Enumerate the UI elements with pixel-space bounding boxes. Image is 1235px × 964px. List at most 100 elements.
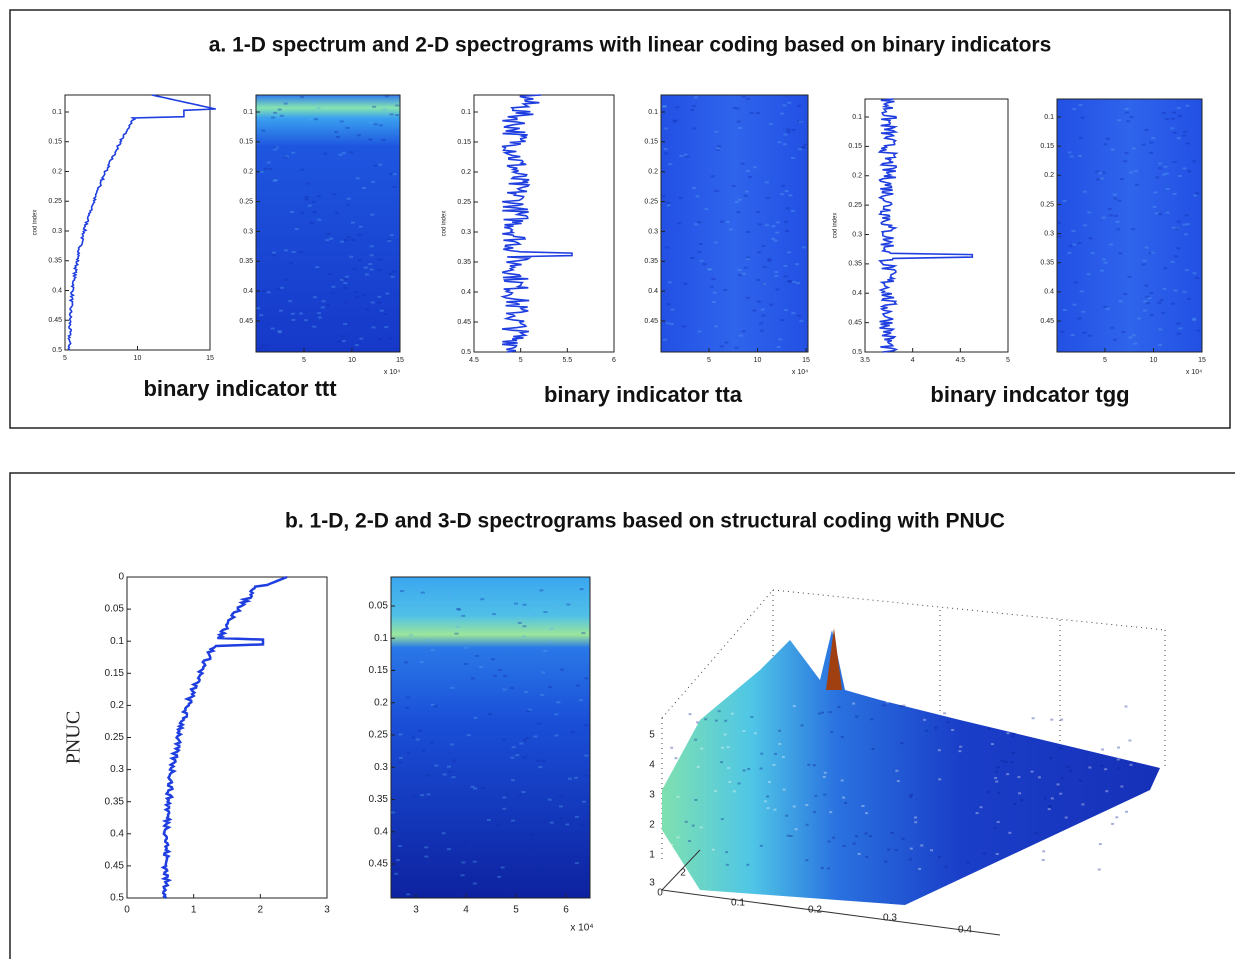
spectrum-curve	[67, 94, 216, 351]
texture	[666, 201, 671, 204]
x-tick-label: 0.2	[808, 905, 822, 916]
texture	[291, 318, 296, 321]
texture	[344, 275, 349, 278]
texture	[1011, 751, 1015, 754]
texture	[1097, 846, 1101, 849]
texture	[491, 613, 496, 616]
texture	[259, 170, 264, 173]
texture	[760, 752, 764, 755]
texture	[370, 213, 375, 216]
texture	[500, 866, 505, 869]
texture	[1124, 108, 1129, 111]
texture	[1182, 290, 1187, 293]
texture	[1087, 334, 1092, 337]
texture	[466, 734, 471, 737]
x-tick-label: 0.1	[731, 898, 745, 909]
texture	[865, 855, 869, 858]
texture	[526, 710, 531, 713]
texture	[737, 782, 741, 785]
texture	[397, 761, 402, 764]
texture	[543, 611, 548, 614]
texture	[446, 592, 451, 595]
texture	[704, 208, 709, 211]
texture	[272, 179, 277, 182]
caption: binary indicator tta	[544, 382, 743, 407]
texture	[830, 730, 834, 733]
texture	[786, 834, 790, 837]
texture	[283, 249, 288, 252]
texture	[257, 347, 262, 350]
texture	[533, 735, 538, 738]
texture	[832, 836, 836, 839]
texture	[713, 241, 718, 244]
texture	[1185, 104, 1190, 107]
texture	[581, 800, 586, 803]
texture	[554, 734, 559, 737]
texture	[317, 218, 322, 221]
texture	[1171, 111, 1176, 114]
texture	[1088, 766, 1092, 769]
texture	[1192, 317, 1197, 320]
panel-title: a. 1-D spectrum and 2-D spectrograms wit…	[209, 34, 1052, 57]
texture	[558, 794, 563, 797]
texture	[1018, 792, 1022, 795]
y-tick-label: 0.15	[369, 665, 389, 676]
y-tick-label: 0.3	[852, 231, 862, 238]
texture	[536, 722, 541, 725]
texture	[421, 749, 426, 752]
texture	[666, 204, 671, 207]
texture	[787, 280, 792, 283]
texture	[1134, 183, 1139, 186]
x-tick-label: 5	[519, 357, 523, 364]
texture	[1142, 309, 1147, 312]
texture	[558, 817, 563, 820]
texture	[725, 851, 729, 854]
texture	[882, 704, 886, 707]
texture	[817, 712, 821, 715]
y-tick-label: 0.35	[848, 261, 862, 268]
texture	[420, 794, 425, 797]
x-tick-label: 10	[754, 357, 762, 364]
texture	[284, 278, 289, 281]
texture	[1141, 263, 1146, 266]
texture	[343, 286, 348, 289]
x-tick-label: 3	[324, 905, 330, 916]
texture	[993, 827, 997, 830]
texture	[1138, 748, 1142, 751]
texture	[1004, 723, 1008, 726]
texture	[885, 701, 889, 704]
y-tick-label: 0.3	[1044, 230, 1054, 237]
texture	[368, 138, 373, 141]
texture	[792, 705, 796, 708]
texture	[1131, 334, 1136, 337]
texture	[1082, 331, 1087, 334]
texture	[923, 718, 927, 721]
texture	[398, 756, 403, 759]
texture	[331, 285, 336, 288]
texture	[1078, 137, 1083, 140]
texture	[501, 738, 506, 741]
texture	[1144, 129, 1149, 132]
texture	[1131, 858, 1135, 861]
panel-title: b. 1-D, 2-D and 3-D spectrograms based o…	[285, 510, 1005, 533]
texture	[1128, 735, 1132, 738]
texture	[418, 589, 423, 592]
texture	[368, 263, 373, 266]
texture	[377, 301, 382, 304]
texture	[1062, 199, 1067, 202]
texture	[430, 703, 435, 706]
texture	[1159, 299, 1164, 302]
texture	[670, 308, 675, 311]
texture	[1110, 326, 1115, 329]
texture	[1184, 214, 1189, 217]
texture	[312, 296, 317, 299]
texture	[685, 155, 690, 158]
y-tick-label: 0.25	[369, 730, 389, 741]
texture	[378, 258, 383, 261]
texture	[1185, 142, 1190, 145]
texture	[389, 172, 394, 175]
texture	[339, 120, 344, 123]
texture	[1149, 291, 1154, 294]
texture	[801, 146, 806, 149]
